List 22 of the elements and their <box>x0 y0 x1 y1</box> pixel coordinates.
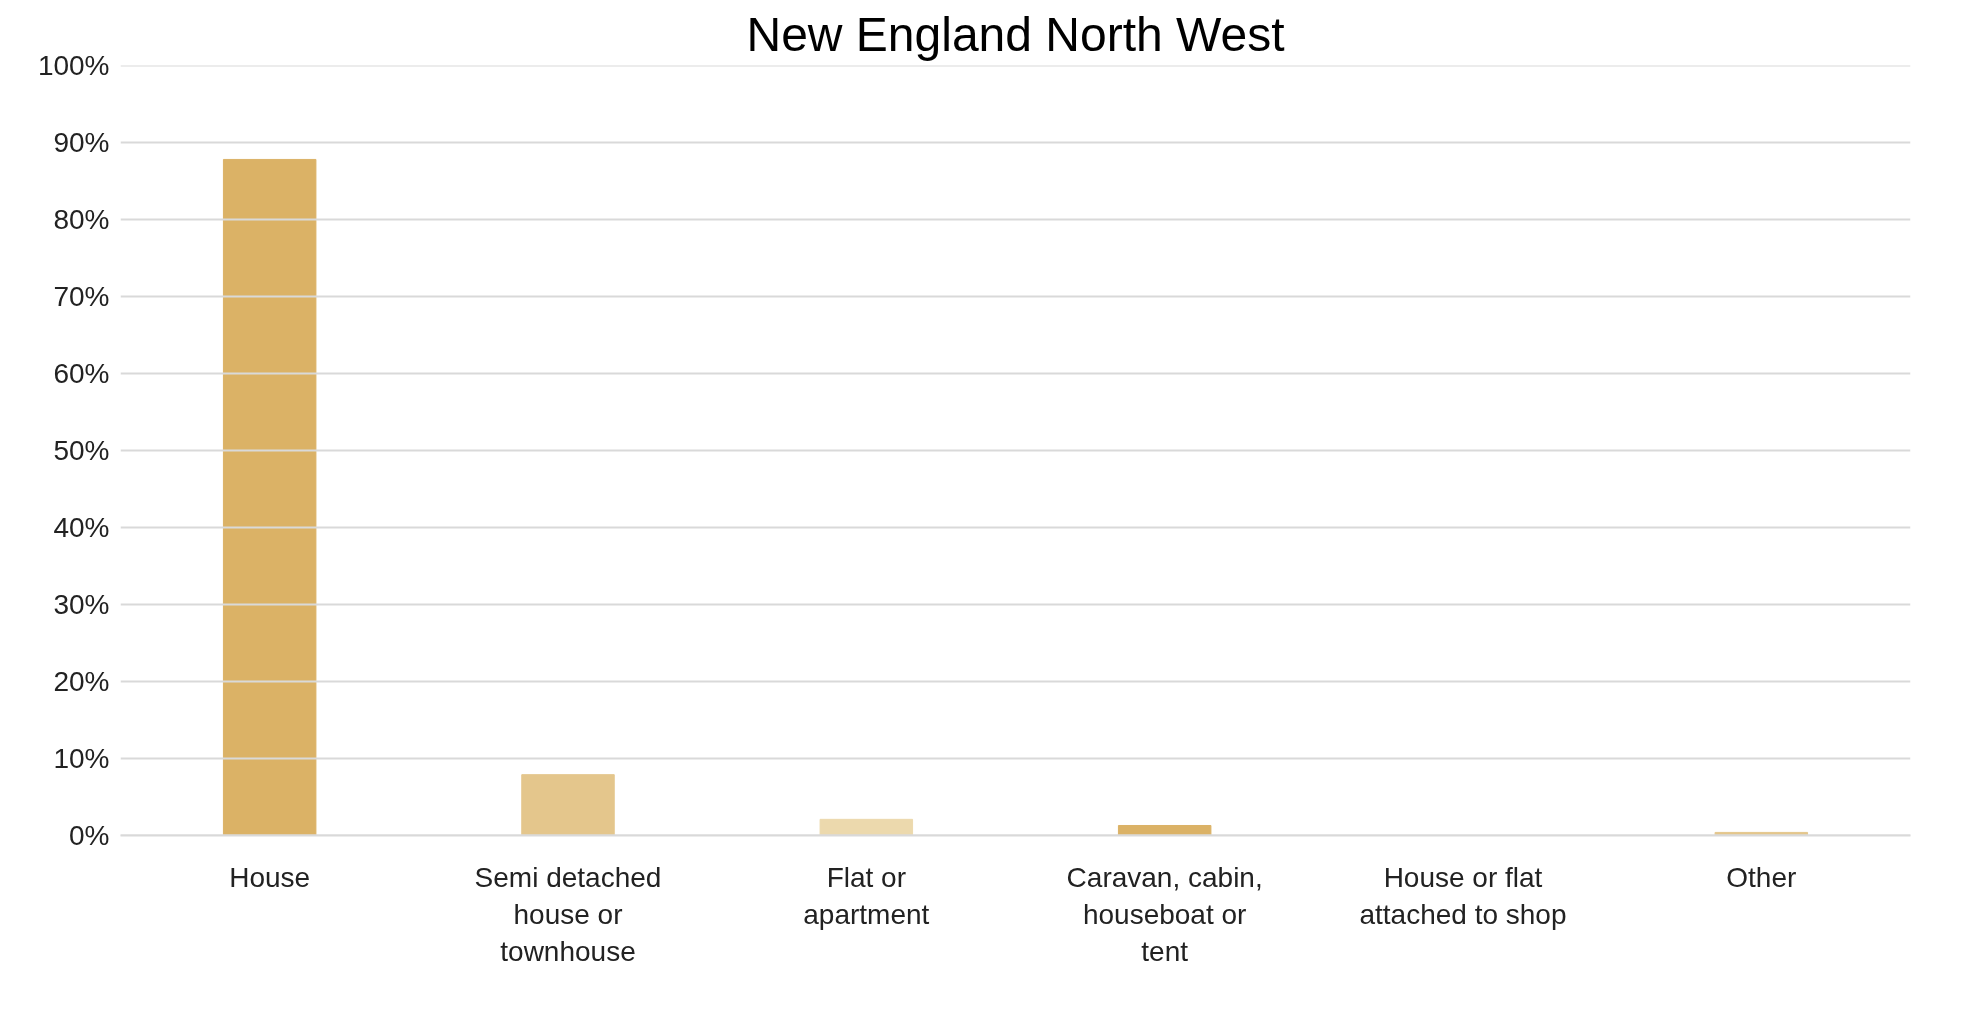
y-tick-label: 40% <box>53 512 110 543</box>
chart-title: New England North West <box>746 7 1285 61</box>
y-tick-label: 50% <box>53 435 110 466</box>
y-tick-label: 70% <box>53 281 110 312</box>
x-tick-label: Semi detached house or townhouse <box>474 861 662 967</box>
bar <box>222 158 317 836</box>
y-tick-label: 0% <box>69 820 110 851</box>
y-tick-label: 90% <box>53 127 110 158</box>
x-tick-label: Caravan, cabin, houseboat or tent <box>1066 861 1263 967</box>
y-tick-label: 20% <box>53 666 110 697</box>
bar <box>1117 824 1212 836</box>
bar <box>819 818 914 836</box>
y-tick-label: 100% <box>37 50 110 81</box>
x-tick-label: House <box>229 861 311 893</box>
y-tick-label: 10% <box>53 743 110 774</box>
bar <box>521 774 615 836</box>
x-tick-label: Flat or apartment <box>803 861 930 930</box>
y-tick-label: 30% <box>53 589 110 620</box>
x-tick-label: Other <box>1726 861 1797 893</box>
x-tick-label: House or flat attached to shop <box>1359 861 1567 930</box>
y-tick-label: 60% <box>53 358 110 389</box>
y-tick-label: 80% <box>53 204 110 235</box>
